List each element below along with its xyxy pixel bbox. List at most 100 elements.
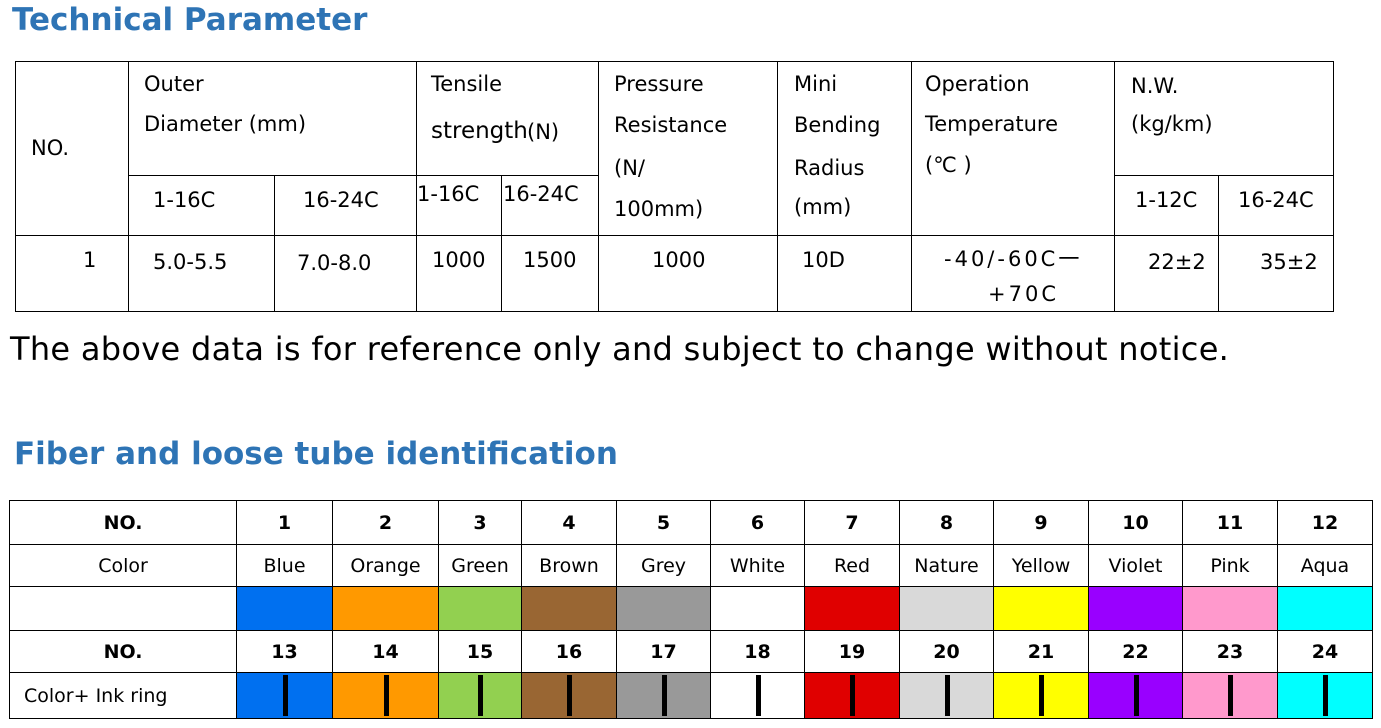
- row-ts-2: 1500: [523, 248, 577, 272]
- ink-ring-mark: [1228, 675, 1233, 716]
- fiber-color-swatch: [1088, 586, 1183, 631]
- row-weight-1: 22±2: [1148, 250, 1206, 274]
- sub-header-nw-1: 1-12C: [1135, 188, 1198, 212]
- fiber-ink-ring-swatch: [804, 672, 900, 719]
- ink-ring-mark: [383, 675, 389, 716]
- fiber-number-cell: 14: [332, 630, 439, 673]
- value-cell: 10D: [777, 235, 912, 312]
- table-row: NO. 13 14 15 16 17 18 19 20 21 22 23 24: [9, 630, 1373, 673]
- no-label-cell: NO.: [9, 630, 237, 673]
- fiber-color-swatch: [1277, 586, 1373, 631]
- fiber-number-cell: 22: [1088, 630, 1183, 673]
- bending-header-line2: Bending: [794, 113, 881, 137]
- operation-header-cell: Operation Temperature (℃ ): [911, 61, 1115, 236]
- fiber-ink-ring-swatch: [1277, 672, 1373, 719]
- ink-ring-mark: [282, 675, 288, 716]
- fiber-color-swatch: [1182, 586, 1278, 631]
- ink-ring-mark: [755, 675, 761, 716]
- pressure-header-line2: Resistance: [614, 113, 728, 137]
- fiber-color-name-cell: Nature: [899, 544, 994, 587]
- fiber-number-cell: 24: [1277, 630, 1373, 673]
- fiber-number-cell: 6: [710, 500, 805, 545]
- fiber-color-swatch: [521, 586, 617, 631]
- value-cell: 7.0-8.0: [274, 235, 417, 312]
- row-od-1: 5.0-5.5: [153, 250, 228, 274]
- fiber-color-name-cell: Brown: [521, 544, 617, 587]
- value-cell: 5.0-5.5: [128, 235, 275, 312]
- value-cell: 1500: [501, 235, 599, 312]
- table-row: NO. 1 2 3 4 5 6 7 8 9 10 11 12: [9, 500, 1373, 545]
- row-operation-line1: -40/-60C一: [944, 247, 1083, 271]
- row-operation-line2: +70C: [988, 282, 1059, 306]
- outer-diameter-header-cell: Outer Diameter (mm): [128, 61, 417, 176]
- fiber-number-cell: 18: [710, 630, 805, 673]
- weight-header-cell: N.W. (kg/km): [1114, 61, 1334, 176]
- empty-label-cell: [9, 586, 237, 631]
- pressure-header-cell: Pressure Resistance (N/ 100mm): [598, 61, 778, 236]
- ink-ring-mark: [567, 675, 572, 716]
- fiber-number-cell: 4: [521, 500, 617, 545]
- fiber-number-cell: 21: [993, 630, 1089, 673]
- outer-diameter-header-line1: Outer: [144, 72, 204, 96]
- fiber-number-cell: 9: [993, 500, 1089, 545]
- pressure-header-line4: 100mm): [614, 197, 704, 221]
- fiber-ink-ring-swatch: [616, 672, 711, 719]
- fiber-number-cell: 10: [1088, 500, 1183, 545]
- row-bending: 10D: [802, 248, 845, 272]
- fiber-ink-ring-swatch: [332, 672, 439, 719]
- fiber-color-swatch: [993, 586, 1089, 631]
- fiber-number-cell: 5: [616, 500, 711, 545]
- fiber-color-swatch: [236, 586, 333, 631]
- fiber-ink-ring-swatch: [710, 672, 805, 719]
- fiber-color-name-cell: Blue: [236, 544, 333, 587]
- fiber-color-name-cell: White: [710, 544, 805, 587]
- row-pressure: 1000: [652, 248, 706, 272]
- operation-header-line3: (℃ ): [925, 153, 972, 177]
- fiber-number-cell: 12: [1277, 500, 1373, 545]
- fiber-number-cell: 1: [236, 500, 333, 545]
- ink-ring-mark: [1039, 675, 1044, 716]
- weight-header-line1: N.W.: [1131, 74, 1179, 98]
- fiber-number-cell: 8: [899, 500, 994, 545]
- value-cell: 35±2: [1218, 235, 1334, 312]
- sub-header-nw-2: 16-24C: [1238, 188, 1314, 212]
- pressure-header-line1: Pressure: [614, 72, 704, 96]
- fiber-ink-ring-swatch: [993, 672, 1089, 719]
- ink-ring-mark: [478, 675, 483, 716]
- sub-header-od-1: 1-16C: [153, 188, 216, 212]
- pressure-header-line3: (N/: [614, 156, 645, 180]
- sub-header-cell: 16-24C: [274, 175, 417, 236]
- fiber-number-cell: 13: [236, 630, 333, 673]
- table-row: [9, 586, 1373, 631]
- fiber-color-swatch: [438, 586, 522, 631]
- bending-header-line3: Radius: [794, 156, 865, 180]
- value-cell: 1000: [598, 235, 778, 312]
- fiber-color-name-cell: Orange: [332, 544, 439, 587]
- ink-ring-mark: [850, 675, 855, 716]
- fiber-number-cell: 23: [1182, 630, 1278, 673]
- fiber-ink-ring-swatch: [1088, 672, 1183, 719]
- fiber-color-swatch: [616, 586, 711, 631]
- fiber-color-swatch: [899, 586, 994, 631]
- fiber-color-swatch: [804, 586, 900, 631]
- tensile-header-cell: Tensile strength (N): [416, 61, 599, 176]
- value-cell: 1: [15, 235, 129, 312]
- ink-ring-mark: [1133, 675, 1139, 716]
- fiber-color-name-cell: Violet: [1088, 544, 1183, 587]
- ink-ring-mark: [1323, 675, 1328, 716]
- tensile-header-line2: strength: [431, 118, 528, 144]
- fiber-number-cell: 16: [521, 630, 617, 673]
- fiber-number-cell: 20: [899, 630, 994, 673]
- value-cell: -40/-60C一 +70C: [911, 235, 1115, 312]
- fiber-identification-table: NO. 1 2 3 4 5 6 7 8 9 10 11 12 Color Blue Orange Gree…: [9, 500, 1373, 719]
- fiber-ink-ring-swatch: [521, 672, 617, 719]
- operation-header-line1: Operation: [925, 72, 1030, 96]
- row-ts-1: 1000: [432, 248, 486, 272]
- fiber-number-cell: 15: [438, 630, 522, 673]
- fiber-number-cell: 17: [616, 630, 711, 673]
- ink-ring-mark: [944, 675, 950, 716]
- table-row: Color Blue Orange Green Brown Grey White Red Na…: [9, 544, 1373, 587]
- ink-ring-mark: [661, 675, 667, 716]
- row-weight-2: 35±2: [1260, 250, 1318, 274]
- operation-header-line2: Temperature: [925, 112, 1059, 136]
